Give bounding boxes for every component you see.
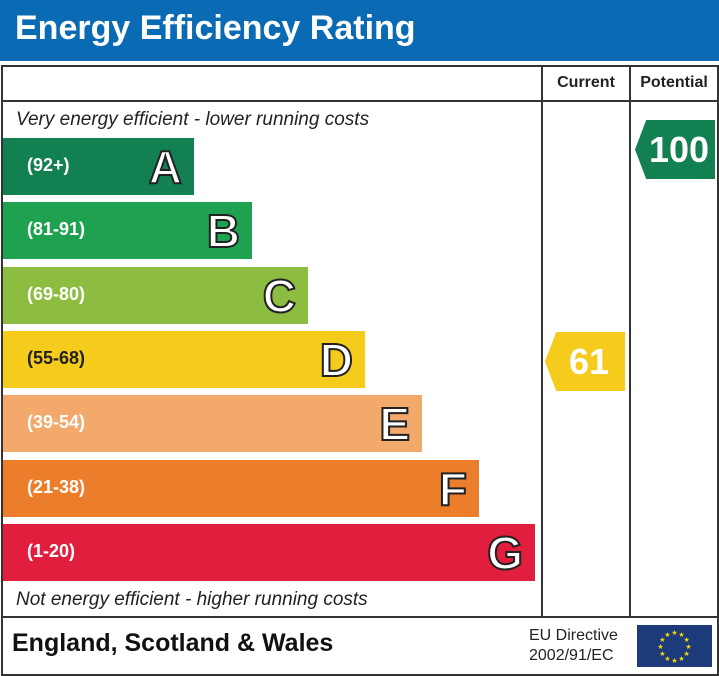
band-range: (69-80) bbox=[27, 283, 86, 304]
eu-flag-icon: ★ ★ ★ ★ ★ ★ ★ ★ ★ ★ ★ ★ bbox=[637, 625, 712, 667]
star-icon: ★ bbox=[659, 650, 665, 658]
current-column-header: Current bbox=[557, 74, 615, 91]
star-icon: ★ bbox=[685, 643, 691, 651]
band-letter: A bbox=[148, 140, 183, 194]
eu-directive: EU Directive 2002/91/EC bbox=[529, 626, 618, 666]
band-letter: G bbox=[486, 526, 524, 580]
star-icon: ★ bbox=[683, 636, 689, 644]
band-c: (69-80) C bbox=[3, 266, 308, 324]
band-letter: E bbox=[378, 397, 411, 451]
star-icon: ★ bbox=[664, 631, 670, 639]
region-label: England, Scotland & Wales bbox=[12, 629, 334, 657]
band-range: (39-54) bbox=[27, 412, 86, 433]
band-letter: C bbox=[262, 269, 297, 323]
band-letter: D bbox=[319, 333, 354, 387]
band-g: (1-20) G bbox=[3, 523, 535, 581]
band-f: (21-38) F bbox=[3, 459, 479, 517]
directive-line1: EU Directive bbox=[529, 627, 618, 644]
header-bar: Energy Efficiency Rating bbox=[0, 0, 719, 61]
star-icon: ★ bbox=[678, 631, 684, 639]
band-a: (92+) A bbox=[3, 138, 194, 195]
star-icon: ★ bbox=[683, 650, 689, 658]
band-range: (92+) bbox=[27, 155, 70, 175]
column-divider bbox=[629, 65, 631, 618]
top-note: Very energy efficient - lower running co… bbox=[16, 109, 370, 130]
band-e: (39-54) E bbox=[3, 395, 422, 453]
star-icon: ★ bbox=[671, 629, 677, 637]
band-b: (81-91) B bbox=[3, 202, 252, 260]
band-range: (81-91) bbox=[27, 219, 86, 240]
column-divider bbox=[541, 65, 543, 618]
star-icon: ★ bbox=[657, 643, 663, 651]
band-range: (21-38) bbox=[27, 476, 86, 497]
footer-divider bbox=[1, 616, 717, 618]
directive-line2: 2002/91/EC bbox=[529, 647, 614, 664]
page-title: Energy Efficiency Rating bbox=[15, 9, 416, 47]
star-icon: ★ bbox=[678, 655, 684, 663]
bottom-note: Not energy efficient - higher running co… bbox=[16, 589, 368, 610]
star-icon: ★ bbox=[659, 636, 665, 644]
band-range: (55-68) bbox=[27, 347, 86, 368]
star-icon: ★ bbox=[664, 655, 670, 663]
band-letter: F bbox=[438, 462, 468, 516]
star-icon: ★ bbox=[671, 657, 677, 665]
band-d: (55-68) D bbox=[3, 330, 365, 388]
header-divider bbox=[1, 100, 717, 102]
band-letter: B bbox=[206, 204, 241, 258]
band-range: (1-20) bbox=[27, 540, 76, 561]
potential-column-header: Potential bbox=[640, 74, 708, 91]
current-rating-arrow: 61 bbox=[545, 332, 625, 391]
potential-rating-arrow: 100 bbox=[635, 120, 715, 179]
